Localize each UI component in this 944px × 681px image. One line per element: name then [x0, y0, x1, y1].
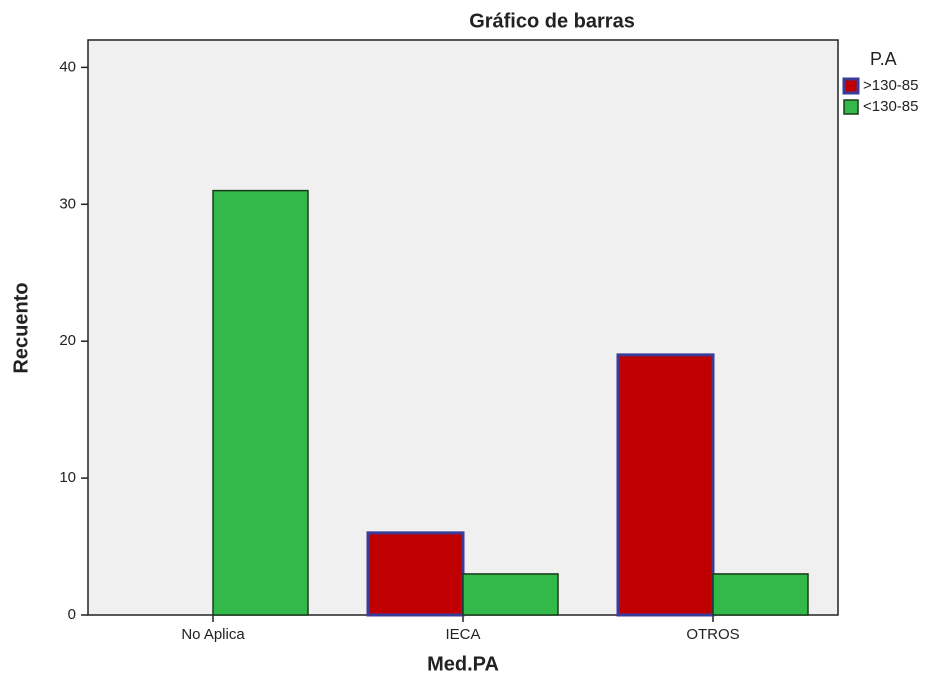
- bar: [712, 573, 809, 616]
- x-tick-label: No Aplica: [181, 626, 245, 643]
- bar: [366, 531, 465, 617]
- y-axis-label: Recuento: [10, 282, 32, 373]
- y-tick-label: 0: [68, 606, 76, 623]
- x-axis-label: Med.PA: [427, 653, 499, 675]
- legend-swatch: [843, 99, 859, 115]
- chart-title: Gráfico de barras: [469, 10, 635, 32]
- y-tick-label: 40: [59, 58, 76, 75]
- bar: [616, 353, 715, 617]
- bar: [462, 573, 559, 616]
- legend-swatch: [842, 77, 860, 95]
- y-tick-label: 30: [59, 195, 76, 212]
- y-tick-label: 20: [59, 332, 76, 349]
- x-tick-label: OTROS: [686, 626, 739, 643]
- x-tick-label: IECA: [445, 626, 480, 643]
- legend-title: P.A: [870, 49, 897, 69]
- legend-label: >130-85: [863, 77, 918, 94]
- y-tick-label: 10: [59, 469, 76, 486]
- plot-area: [87, 39, 839, 616]
- bar: [212, 189, 309, 616]
- legend-label: <130-85: [863, 98, 918, 115]
